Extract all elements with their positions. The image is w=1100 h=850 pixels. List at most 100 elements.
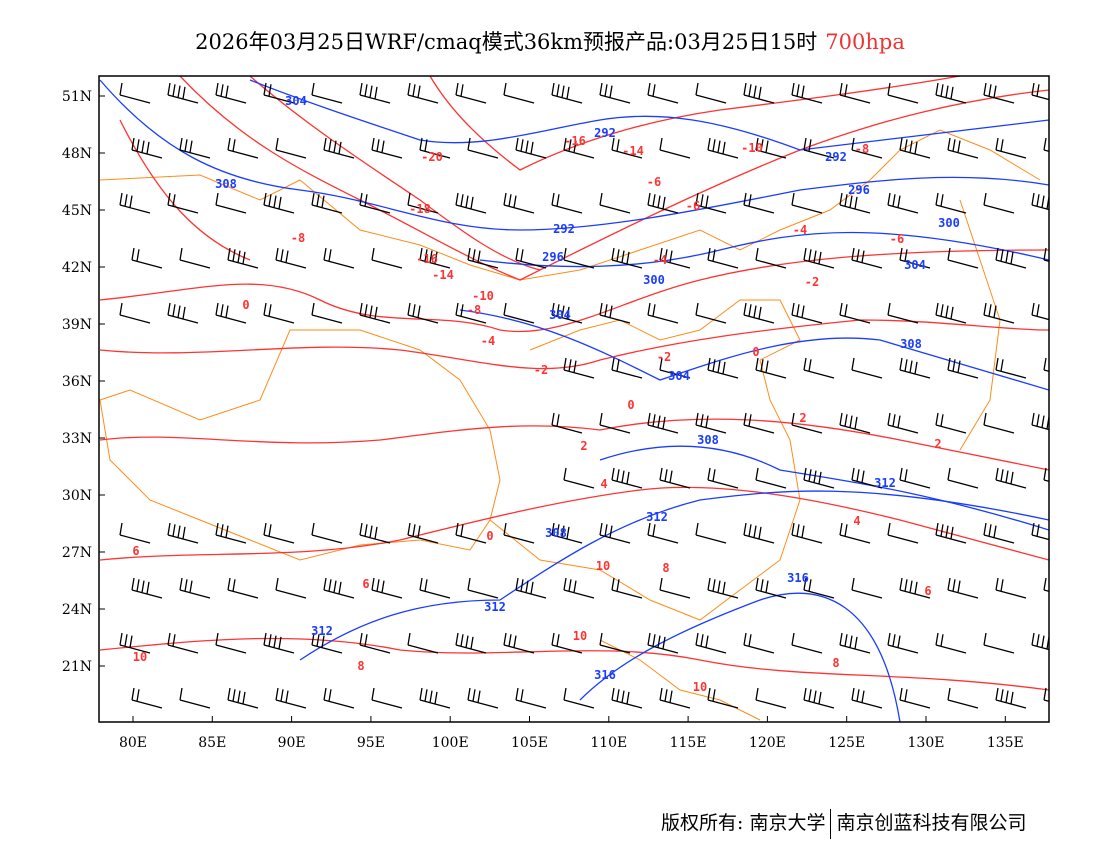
height-label: 292 [825,150,847,164]
lon-tick-label: 120E [749,735,786,751]
wind-barb [167,522,199,544]
wind-barb [791,632,823,654]
wind-barb [359,522,391,544]
wind-barb [887,82,919,104]
wind-barb [695,302,727,324]
wind-barb [599,522,631,544]
wind-barb [947,357,979,379]
lon-tick-label: 90E [278,735,306,751]
map-plot: -20-16-14 -10 -8-6-6-18-8-16-14-10-8-4-6-4… [99,76,1049,722]
wind-barb [791,412,823,434]
wind-barb [311,632,343,654]
temperature-label: -2 [534,363,548,377]
temperature-label: -16 [564,134,586,148]
wind-barb [119,522,151,544]
wind-barb [791,82,823,104]
wind-barb [263,522,295,544]
wind-barb [659,687,691,709]
lon-tick-label: 110E [590,735,627,751]
wind-barb [215,632,247,654]
wind-barb [503,82,535,104]
wind-barb [503,302,535,324]
wind-barb [1043,137,1049,153]
wind-barb [791,302,823,324]
wind-barb [179,687,211,709]
wind-barb [599,302,631,324]
wind-barb [995,577,1027,599]
temperature-label: -16 [416,252,438,266]
lat-tick-label: 21N [62,659,92,675]
wind-barb [1043,577,1049,593]
temperature-label: 2 [934,437,941,451]
wind-barb [983,82,1015,104]
temperature-label: -14 [432,268,454,282]
lat-tick-label: 27N [62,545,92,561]
wind-barb [119,192,151,214]
wind-barb [899,467,931,489]
wind-barb [995,247,1027,269]
wind-barb [755,247,787,269]
wind-barb [371,137,403,159]
temperature-label: 10 [596,559,610,573]
wind-barb [995,357,1027,379]
temperature-label: 10 [133,650,147,664]
height-label: 312 [874,476,896,490]
wind-barb [467,577,499,599]
wind-barb [551,522,583,544]
wind-barb [647,192,679,214]
wind-barb [899,687,931,709]
wind-barb [1031,522,1049,541]
wind-barb [323,137,355,159]
height-contours [99,79,1049,722]
lat-tick-label: 48N [62,146,92,162]
wind-barb [647,82,679,104]
temperature-label: -20 [421,150,443,164]
pressure-level: 700hpa [825,30,905,54]
temperature-label: 8 [357,659,364,673]
wind-barb [887,522,919,544]
wind-barb [551,412,583,434]
wind-barb [659,577,691,599]
temperature-label: -6 [890,232,904,246]
wind-barb [899,357,931,379]
wind-barb [215,302,247,324]
lat-tick-label: 39N [62,317,92,333]
temperature-label: 8 [662,561,669,575]
height-label: 296 [542,250,564,264]
wind-barb [935,522,967,544]
height-label: 308 [545,526,567,540]
temperature-label: -4 [481,334,495,348]
wind-barb [695,82,727,104]
copyright-footer: 版权所有: 南京大学 南京创蓝科技有限公司 [661,808,1026,839]
title-text: 2026年03月25日WRF/cmaq模式36km预报产品:03月25日15时 [195,30,818,54]
wind-barb [935,632,967,654]
temperature-label: 0 [752,345,759,359]
lat-tick-label: 24N [62,602,92,618]
height-label: 292 [553,222,575,236]
wind-barb [839,632,871,654]
wind-barb [647,522,679,544]
wind-barb [119,82,151,104]
temperature-labels: -20-16-14 -10 -8-6-6-18-8-16-14-10-8-4-6-4… [132,134,941,694]
wind-barb [995,687,1027,709]
wind-barb [887,412,919,434]
wind-barb [1043,247,1049,263]
wind-barb [455,192,487,214]
wind-barb [263,632,295,654]
wind-barb [803,687,835,709]
wind-barb [647,302,679,324]
height-label: 312 [311,624,333,638]
wind-barb [503,522,535,544]
height-label: 304 [668,369,690,383]
wind-barb [1031,632,1049,651]
wind-barb [419,577,451,599]
temperature-label: -10 [472,289,494,303]
lon-tick-label: 135E [987,735,1024,751]
height-label: 316 [787,571,809,585]
wind-barb [659,137,691,159]
wind-barb [695,192,727,214]
wind-barb [359,82,391,104]
map-frame [98,75,1050,723]
wind-barb [1031,192,1049,211]
wind-barb [743,192,775,214]
